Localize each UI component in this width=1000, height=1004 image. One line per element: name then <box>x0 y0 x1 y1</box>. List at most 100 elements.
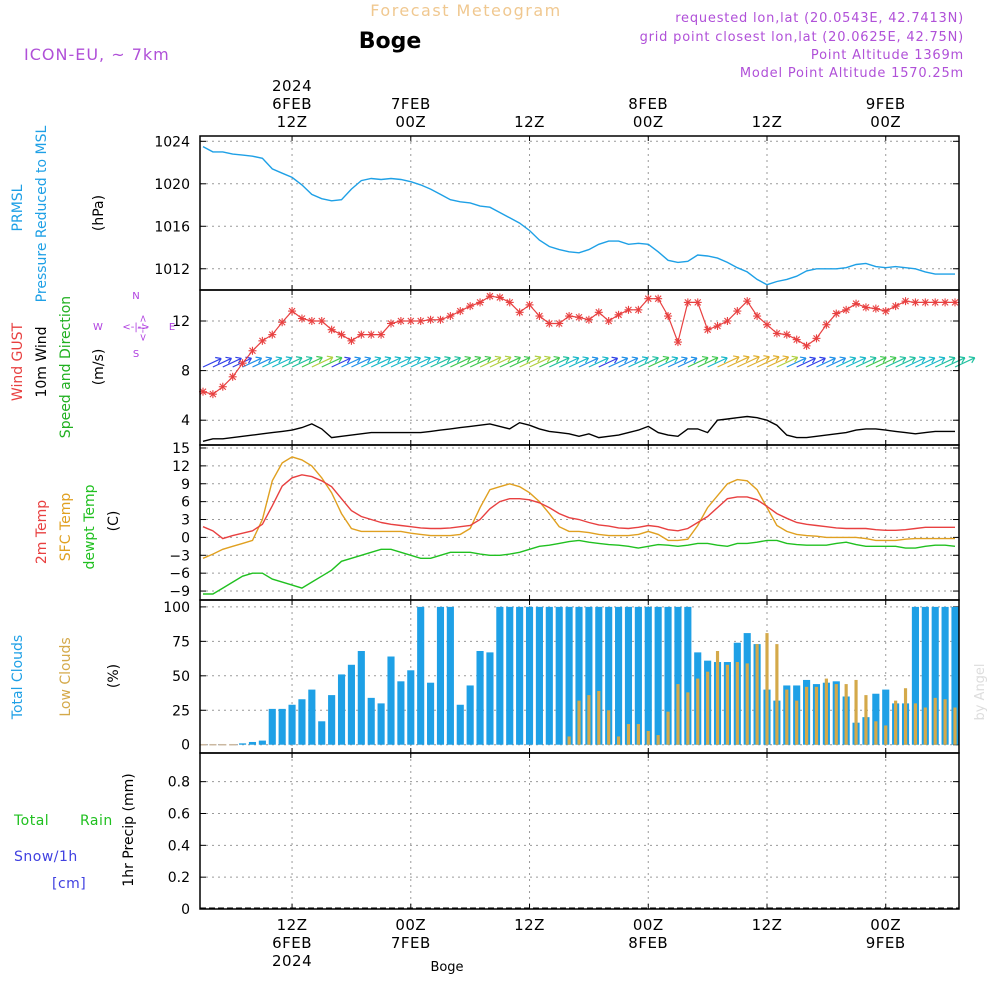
low-cloud-bar <box>844 684 848 745</box>
y-tick-label: 15 <box>172 441 190 457</box>
low-cloud-bar <box>834 684 838 745</box>
low-cloud-bar <box>933 697 937 745</box>
gust-marker <box>377 330 386 339</box>
wind-direction-arrow <box>875 356 897 368</box>
precip-label-cm: [cm] <box>52 876 86 892</box>
low-cloud-bar <box>636 724 640 745</box>
wind-direction-arrow <box>489 355 512 368</box>
gust-marker <box>545 319 554 328</box>
gust-marker <box>485 292 494 301</box>
footer-location: Boge <box>430 960 463 975</box>
temperature-unit: (C) <box>106 511 122 532</box>
total-cloud-bar <box>258 740 266 745</box>
wind-direction-arrow <box>885 356 907 368</box>
gust-marker <box>505 298 514 307</box>
wind-direction-arrow <box>944 356 966 368</box>
total-cloud-bar <box>407 670 415 745</box>
low-cloud-bar <box>706 671 710 745</box>
gust-marker <box>495 293 504 302</box>
chart-subtitle: Forecast Meteogram <box>370 1 561 20</box>
low-cloud-bar <box>646 730 650 745</box>
compass-north: N <box>132 291 139 302</box>
total-cloud-bar <box>634 606 642 745</box>
gust-marker <box>406 317 415 325</box>
low-cloud-bar <box>894 700 898 745</box>
total-cloud-bar <box>585 606 593 745</box>
bottom-time-label: 00Z <box>395 916 426 934</box>
gust-marker <box>357 330 366 339</box>
gust-marker <box>584 315 593 324</box>
wind-direction-arrow <box>568 356 589 368</box>
top-time-label: 12Z <box>514 113 545 131</box>
total-cloud-bar <box>357 651 365 745</box>
gust-marker <box>812 334 821 343</box>
gust-marker <box>673 338 682 347</box>
wind-direction-arrow <box>400 356 421 368</box>
wind-direction-arrow <box>618 356 639 368</box>
low-cloud-bar <box>923 707 927 745</box>
low-cloud-bar <box>953 707 957 745</box>
wind-direction-arrow <box>460 355 482 368</box>
wind-direction-arrow <box>697 356 719 368</box>
wind-direction-arrow <box>222 356 242 368</box>
low-cloud-bar <box>607 710 611 745</box>
gust-marker <box>772 329 781 338</box>
y-tick-label: 12 <box>172 459 190 475</box>
point-altitude: Point Altitude 1369m <box>811 48 964 63</box>
wind-direction-arrow <box>499 355 521 368</box>
top-time-label: 8FEB <box>628 95 668 113</box>
low-cloud-bar <box>864 695 868 745</box>
clouds-panel: 0 25 50 75 100 Total Clouds Low Clouds (%) <box>10 599 960 754</box>
bottom-time-label: 7FEB <box>391 934 431 952</box>
y-tick-label: −3 <box>169 548 190 564</box>
total-cloud-bar <box>288 704 296 745</box>
cloud-label-total: Total Clouds <box>10 635 26 720</box>
gust-marker <box>861 303 870 312</box>
y-tick-label: 75 <box>172 634 190 650</box>
total-cloud-bar <box>476 651 484 745</box>
gust-marker <box>604 317 613 325</box>
y-tick-label: 0 <box>181 738 190 754</box>
wind-unit: (m/s) <box>91 349 107 386</box>
gust-marker <box>228 372 237 381</box>
low-cloud-bar <box>696 678 700 745</box>
wind-direction-arrow <box>717 355 740 368</box>
wind-direction-arrow <box>915 356 936 368</box>
wind-gust-line <box>202 295 955 395</box>
gust-marker <box>842 305 851 314</box>
wind-direction-arrow <box>578 356 599 368</box>
wind-direction-arrow <box>816 356 836 368</box>
gust-marker <box>327 325 336 334</box>
pressure-y-ticks: 1012 1016 1020 1024 <box>154 134 959 290</box>
gust-marker <box>218 382 227 391</box>
wind-direction-arrow <box>657 356 679 368</box>
y-tick-label: 1024 <box>154 134 190 150</box>
wind-direction-arrow <box>746 355 770 368</box>
top-time-label: 2024 <box>272 77 312 95</box>
total-cloud-bar <box>565 606 573 745</box>
low-cloud-bar <box>577 700 581 745</box>
total-cloud-bar <box>525 606 534 745</box>
wind-direction-arrow <box>756 355 780 368</box>
wind-direction-arrow <box>707 356 728 368</box>
gust-marker <box>575 313 583 322</box>
y-tick-label: 0.6 <box>168 806 190 822</box>
cloud-bars <box>199 606 959 746</box>
wind-direction-arrow <box>390 356 412 368</box>
gust-marker <box>941 298 950 307</box>
wind-direction-arrow <box>855 356 877 368</box>
wind-direction-arrow <box>272 356 293 368</box>
low-cloud-bar <box>913 703 918 745</box>
temp-label-sfc: SFC Temp <box>58 493 74 562</box>
wind-direction-arrow <box>588 356 609 368</box>
total-cloud-bar <box>318 721 326 745</box>
wind-direction-arrow <box>905 356 926 368</box>
low-cloud-bar <box>567 736 571 745</box>
total-cloud-bar <box>535 606 543 745</box>
gust-marker <box>288 307 297 316</box>
wind-label-10m: 10m Wind <box>34 326 50 397</box>
wind-direction-arrow <box>262 356 283 368</box>
wind-direction-arrow <box>776 355 799 368</box>
precip-panel: 0 0.2 0.4 0.6 0.8 Total Rain Snow/1h [cm] 1h… <box>13 752 960 918</box>
